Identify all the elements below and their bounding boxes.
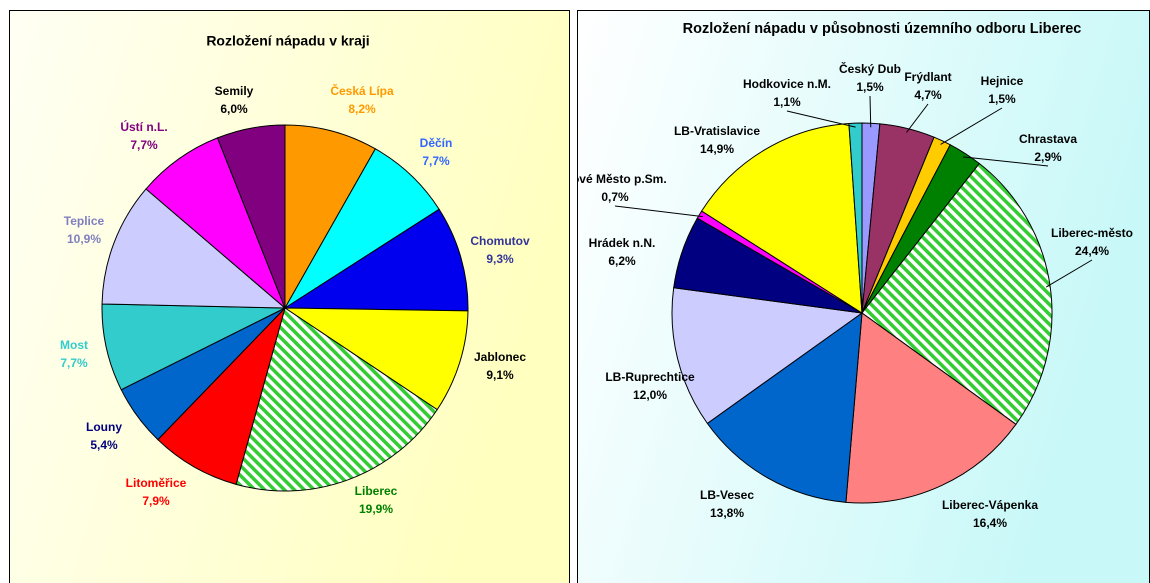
slice-label: Chrastava xyxy=(1019,132,1077,146)
pie-slice xyxy=(700,122,863,314)
chart-title: Rozložení nápadu v kraji xyxy=(206,33,369,49)
value-label: 1,5% xyxy=(856,80,884,94)
slice-label: Most xyxy=(60,338,88,352)
value-label: 9,1% xyxy=(486,368,514,382)
leader-line xyxy=(940,107,1003,145)
leader-line xyxy=(906,103,929,133)
chart-title: Rozložení nápadu v působnosti územního o… xyxy=(682,21,1082,37)
pie-slice xyxy=(283,307,469,411)
pie-right: Český Dub 1,5% Frýdlant 4,7% Hejnice 1,5% Chra… xyxy=(563,61,1133,530)
slice-label: Frýdlant xyxy=(904,70,951,84)
pie-slice xyxy=(671,287,864,425)
slice-label: Liberec-Vápenka xyxy=(942,498,1038,512)
slice-label: Litoměřice xyxy=(126,476,187,490)
slice-label: Chomutov xyxy=(470,234,530,248)
slice-label: Ústí n.L. xyxy=(120,119,167,134)
value-label: 6,2% xyxy=(608,254,636,268)
slice-label: LB-Vratislavice xyxy=(674,124,760,138)
value-label: 2,9% xyxy=(1034,150,1062,164)
slice-label: Nové Město p.Sm. xyxy=(563,172,666,186)
slice-label: Louny xyxy=(86,420,122,434)
leader-line xyxy=(1045,259,1093,288)
pie-slice xyxy=(706,311,863,503)
slice-label: Jablonec xyxy=(474,350,526,364)
slice-label: Český Dub xyxy=(839,61,901,76)
value-label: 7,7% xyxy=(130,138,158,152)
slice-label: LB-Ruprechtice xyxy=(605,370,695,384)
pie-slice xyxy=(235,307,438,492)
slice-label: Hrádek n.N. xyxy=(589,236,656,250)
slice-label: Děčín xyxy=(420,136,453,150)
value-label: 12,0% xyxy=(633,388,667,402)
slice-label: Semily xyxy=(215,84,254,98)
leader-line xyxy=(614,205,703,218)
pie-slice xyxy=(861,162,1053,426)
pie-slice xyxy=(848,122,863,314)
value-label: 13,8% xyxy=(710,506,744,520)
slice-label: Hodkovice n.M. xyxy=(743,77,831,91)
slice-label: Hejnice xyxy=(981,74,1024,88)
value-label: 1,5% xyxy=(988,92,1016,106)
value-label: 16,4% xyxy=(973,516,1007,530)
value-label: 14,9% xyxy=(700,142,734,156)
value-label: 0,7% xyxy=(601,190,629,204)
leader-line xyxy=(962,156,1049,167)
pie-slice xyxy=(283,208,469,312)
slice-label: Liberec-město xyxy=(1051,226,1133,240)
value-label: 4,7% xyxy=(914,88,942,102)
value-label: 19,9% xyxy=(359,502,393,516)
value-label: 8,2% xyxy=(348,102,376,116)
pie-slice xyxy=(101,188,287,309)
slice-label: LB-Vesec xyxy=(700,488,754,502)
value-label: 7,7% xyxy=(60,356,88,370)
value-label: 24,4% xyxy=(1075,244,1109,258)
value-label: 7,9% xyxy=(142,494,170,508)
leader-line xyxy=(869,95,872,128)
pie-slice xyxy=(216,124,286,309)
value-label: 5,4% xyxy=(90,438,118,452)
leader-line xyxy=(786,110,856,128)
pie-left: Rozložení nápadu v kraji Česká Lípa 8,2% D… xyxy=(60,33,530,516)
value-label: 9,3% xyxy=(486,252,514,266)
value-label: 6,0% xyxy=(220,102,248,116)
value-label: 7,7% xyxy=(422,154,450,168)
slice-label: Česká Lípa xyxy=(330,83,394,98)
slice-label: Liberec xyxy=(355,484,398,498)
value-label: 10,9% xyxy=(67,232,101,246)
pie-slice xyxy=(157,307,286,485)
slice-label: Teplice xyxy=(64,214,105,228)
pie-slice xyxy=(284,124,377,310)
pie-slice xyxy=(845,312,1017,504)
value-label: 1,1% xyxy=(773,95,801,109)
